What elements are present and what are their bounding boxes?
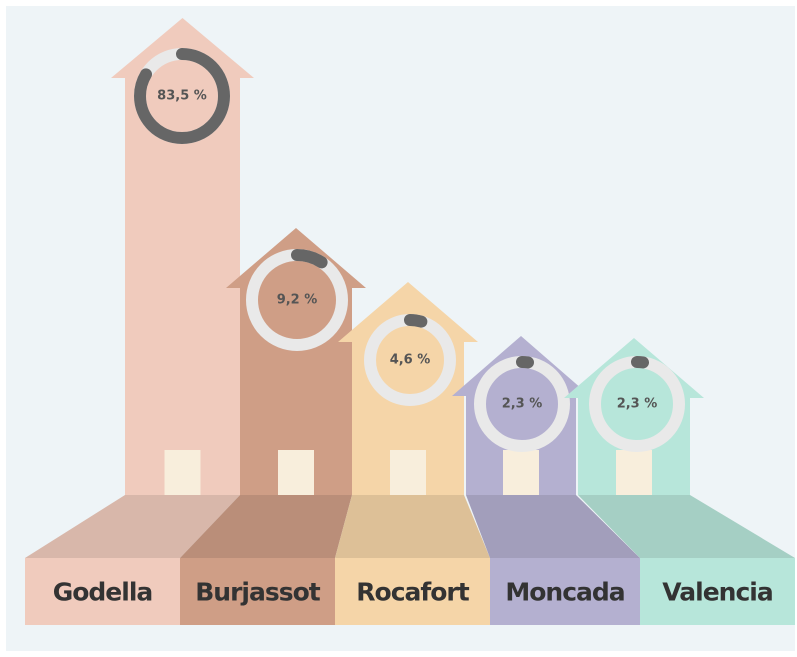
label-cell [335, 558, 490, 625]
value-label: 9,2 % [277, 293, 318, 308]
floor [578, 495, 795, 558]
door [390, 450, 426, 495]
door [164, 450, 201, 495]
ring-arc [246, 249, 348, 351]
door [616, 450, 652, 495]
category-label: Rocafort [356, 578, 469, 607]
floor [335, 495, 490, 558]
ring-arc [134, 48, 230, 144]
house [111, 18, 254, 495]
ring-arc [589, 356, 685, 452]
door [503, 450, 539, 495]
category-label: Burjassot [195, 578, 321, 607]
label-cell [25, 558, 180, 625]
floor [180, 495, 352, 558]
value-label: 2,3 % [502, 397, 543, 412]
value-label: 2,3 % [617, 397, 658, 412]
label-cell [490, 558, 640, 625]
label-cell [180, 558, 335, 625]
value-label: 4,6 % [390, 353, 431, 368]
category-label: Moncada [505, 578, 624, 607]
category-label: Godella [53, 578, 153, 607]
door [278, 450, 314, 495]
ring-arc [364, 314, 456, 406]
category-label: Valencia [662, 578, 772, 607]
label-cell [640, 558, 795, 625]
floor [25, 495, 240, 558]
ring-arc [474, 356, 570, 452]
value-label: 83,5 % [157, 89, 207, 104]
floor [466, 495, 640, 558]
